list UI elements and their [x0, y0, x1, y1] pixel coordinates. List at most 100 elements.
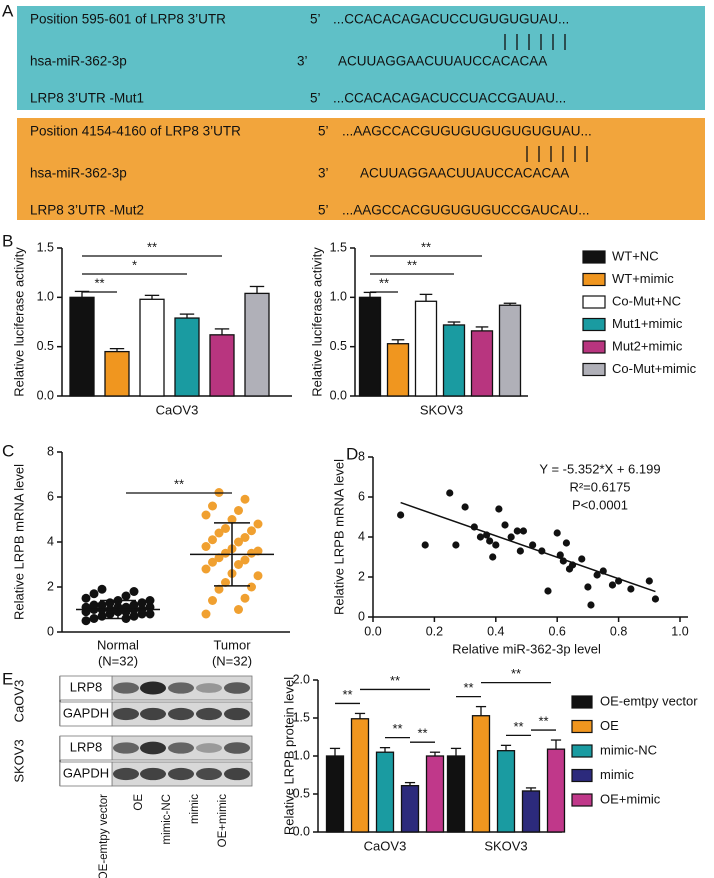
data-point	[145, 596, 155, 605]
data-point	[221, 548, 230, 558]
annotation: Y = -5.352*X + 6.199	[539, 461, 660, 476]
y-axis-label: Relative LRPB mRNA level	[11, 464, 26, 620]
bar	[139, 298, 165, 397]
significance-label: **	[174, 476, 184, 491]
band	[113, 742, 139, 754]
protein-label: GAPDH	[63, 765, 109, 780]
data-point	[234, 506, 243, 515]
data-point	[214, 584, 224, 594]
y-tick-label: 1.5	[330, 240, 347, 254]
strand-end: 3’	[297, 54, 308, 69]
protein-label: LRP8	[70, 679, 103, 694]
x-tick-label: 0.2	[426, 624, 443, 638]
data-point	[121, 591, 131, 601]
bar	[471, 715, 491, 833]
data-point	[486, 537, 494, 545]
row-name: Position 4154-4160 of LRP8 3’UTR	[30, 124, 241, 139]
data-point	[253, 571, 263, 581]
bar	[442, 324, 466, 397]
band	[168, 767, 194, 781]
data-point	[253, 546, 263, 556]
data-point	[544, 587, 552, 595]
data-point	[89, 589, 99, 599]
legend-label: mimic-NC	[600, 742, 657, 757]
data-point	[234, 560, 243, 569]
data-point	[97, 600, 107, 610]
data-point	[501, 521, 509, 529]
x-tick-label: 0.6	[549, 624, 566, 638]
band	[196, 767, 222, 781]
y-tick-label: 2	[358, 569, 365, 583]
row-name: hsa-miR-362-3p	[30, 166, 127, 181]
protein-label: GAPDH	[63, 705, 109, 720]
data-point	[421, 541, 429, 549]
data-point	[208, 501, 217, 511]
bar	[325, 755, 345, 833]
band	[140, 707, 166, 721]
band	[140, 681, 166, 695]
data-point	[201, 510, 211, 520]
lane-label: OE+mimic	[217, 794, 229, 848]
y-tick-label: 1.0	[37, 290, 54, 304]
data-point	[240, 494, 250, 504]
panel-label: E	[2, 669, 13, 688]
y-tick-label: 1.5	[37, 240, 54, 254]
significance-label: **	[392, 721, 402, 736]
data-point	[129, 600, 139, 610]
y-axis-label: Relative LRPB protein level	[281, 677, 296, 835]
data-point	[556, 551, 564, 559]
data-point	[240, 555, 250, 565]
y-axis-label: Relative luciferase activity	[309, 247, 324, 397]
strand-end: 5’	[318, 124, 329, 139]
legend-label: OE+mimic	[600, 791, 661, 806]
bar	[425, 755, 445, 833]
y-tick-label: 0	[358, 609, 365, 623]
significance-label: *	[132, 257, 137, 272]
bar	[498, 304, 522, 397]
data-point	[129, 587, 139, 596]
legend-swatch	[582, 250, 606, 264]
significance-label: **	[390, 673, 400, 688]
x-tick-label: SKOV3	[420, 402, 463, 417]
x-axis-label: Relative miR-362-3p level	[452, 641, 601, 656]
protein-label: LRP8	[70, 739, 103, 754]
x-tick-label: 0.0	[364, 624, 381, 638]
significance-label: **	[407, 257, 417, 272]
lane-label: mimic-NC	[161, 794, 173, 844]
data-point	[507, 533, 515, 541]
band	[196, 683, 222, 693]
data-point	[608, 581, 617, 589]
row-name: Position 595-601 of LRP8 3’UTR	[30, 12, 226, 27]
fit-line	[400, 501, 656, 593]
sequence: ...CCACACAGACUCCUACCGAUAU...	[333, 91, 566, 106]
data-point	[489, 553, 497, 561]
bar	[400, 784, 420, 833]
band	[113, 707, 139, 721]
bar	[414, 300, 438, 397]
panel-label: C	[2, 441, 14, 460]
significance-label: **	[538, 713, 548, 728]
cell-line-label: CaOV3	[11, 680, 26, 723]
y-tick-label: 6	[47, 489, 54, 503]
data-point	[89, 600, 99, 610]
data-point	[208, 596, 217, 605]
bar	[244, 292, 270, 397]
annotation: R²=0.6175	[569, 479, 630, 494]
lane-label: mimic	[189, 794, 201, 824]
data-point	[446, 489, 454, 497]
label-cell	[59, 701, 113, 727]
row-name: hsa-miR-362-3p	[30, 54, 127, 69]
sequence-box	[17, 6, 705, 110]
strand-end: 5’	[310, 91, 321, 106]
strand-end: 3’	[318, 166, 329, 181]
y-tick-label: 0	[47, 624, 54, 638]
data-point	[234, 537, 243, 547]
data-point	[529, 541, 537, 549]
y-tick-label: 4	[358, 529, 365, 543]
y-tick-label: 1.0	[293, 748, 310, 762]
y-tick-label: 1.0	[330, 290, 347, 304]
bar	[104, 350, 130, 397]
bar	[375, 751, 395, 833]
row-name: LRP8 3’UTR -Mut1	[30, 91, 144, 106]
data-point	[584, 583, 592, 591]
